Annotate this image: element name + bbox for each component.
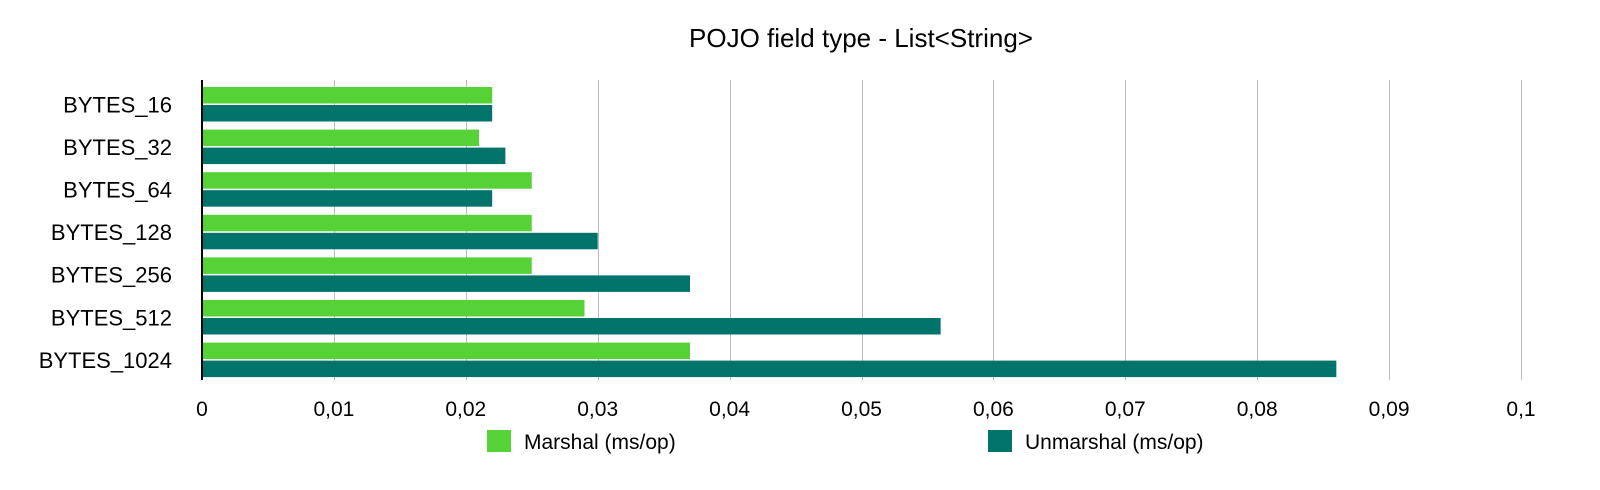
x-tick-label: 0,03 — [577, 398, 618, 421]
x-tick-label: 0 — [196, 398, 208, 421]
category-label: BYTES_1024 — [39, 348, 172, 373]
bar-unmarshal-bytes-32 — [202, 147, 506, 165]
chart-title: POJO field type - List<String> — [689, 23, 1033, 53]
bar-unmarshal-bytes-128 — [202, 232, 598, 250]
x-tick-label: 0,09 — [1369, 398, 1410, 421]
legend-label: Unmarshal (ms/op) — [1025, 431, 1204, 454]
bars — [202, 87, 1337, 378]
category-label: BYTES_256 — [51, 263, 172, 288]
bar-marshal-bytes-64 — [202, 172, 532, 189]
bar-unmarshal-bytes-1024 — [202, 360, 1337, 378]
category-label: BYTES_32 — [63, 135, 172, 160]
legend: Marshal (ms/op) Unmarshal (ms/op) — [487, 430, 1204, 454]
bar-marshal-bytes-128 — [202, 214, 532, 232]
x-tick-label: 0,04 — [709, 398, 750, 421]
x-tick-label: 0,08 — [1237, 398, 1278, 421]
bar-marshal-bytes-512 — [202, 300, 585, 317]
bar-marshal-bytes-32 — [202, 129, 479, 147]
bar-marshal-bytes-256 — [202, 257, 532, 274]
x-tick-label: 0,05 — [841, 398, 882, 421]
legend-label: Marshal (ms/op) — [524, 431, 676, 454]
category-label: BYTES_64 — [63, 177, 172, 202]
x-tick-label: 0,06 — [973, 398, 1014, 421]
x-tick-label: 0,02 — [445, 398, 486, 421]
legend-swatch — [988, 430, 1012, 452]
x-tick-label: 0,07 — [1105, 398, 1146, 421]
category-labels: BYTES_16 BYTES_32 BYTES_64 BYTES_128 BYTES_2… — [39, 92, 172, 373]
bar-unmarshal-bytes-16 — [202, 105, 493, 122]
category-label: BYTES_512 — [51, 305, 172, 330]
legend-swatch — [487, 430, 511, 452]
category-label: BYTES_128 — [51, 220, 172, 245]
bar-marshal-bytes-16 — [202, 87, 493, 104]
x-tick-label: 0,1 — [1506, 398, 1535, 421]
bar-unmarshal-bytes-64 — [202, 190, 493, 207]
bar-unmarshal-bytes-512 — [202, 318, 941, 335]
bar-unmarshal-bytes-256 — [202, 275, 691, 292]
x-tick-labels: 0 0,01 0,02 0,03 0,04 0,05 0,06 0,07 0,08 0,09 0,1 — [196, 398, 1535, 421]
category-label: BYTES_16 — [63, 92, 172, 117]
bar-marshal-bytes-1024 — [202, 342, 691, 360]
x-tick-label: 0,01 — [313, 398, 354, 421]
